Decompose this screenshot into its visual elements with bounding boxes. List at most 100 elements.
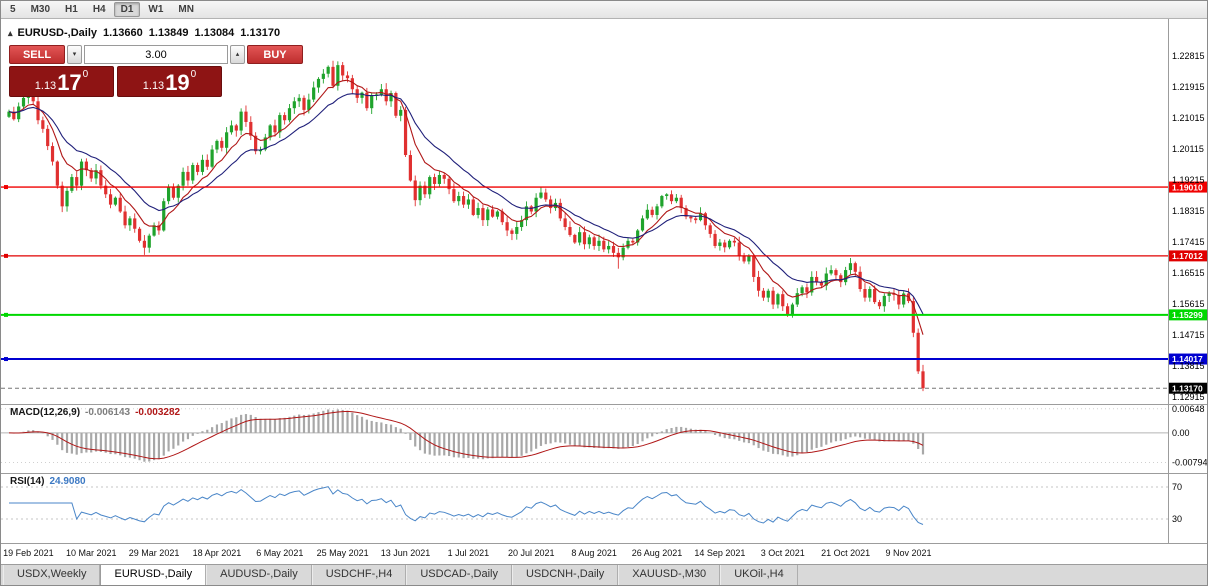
candles-layer <box>7 60 925 392</box>
rsi-indicator-label: RSI(14) 24.9080 <box>10 476 86 487</box>
ask-price-tile[interactable]: 1.13 19 0 <box>117 66 222 97</box>
chart-tab-usdx-weekly[interactable]: USDX,Weekly <box>3 565 101 585</box>
svg-text:1.15299: 1.15299 <box>1172 310 1203 320</box>
svg-text:1.14715: 1.14715 <box>1172 330 1205 340</box>
macd-signal-value: -0.003282 <box>135 407 181 418</box>
svg-text:19 Feb 2021: 19 Feb 2021 <box>3 548 54 558</box>
one-click-trading-panel: SELL ▾ ▴ BUY 1.13 17 0 1.13 19 0 <box>9 45 303 97</box>
level-handle[interactable] <box>4 253 8 258</box>
chart-tab-eurusd-daily[interactable]: EURUSD-,Daily <box>100 565 207 585</box>
ask-price-point: 0 <box>190 69 197 80</box>
macd-indicator-label: MACD(12,26,9) -0.006143 -0.003282 <box>10 407 180 418</box>
timeframe-button-m30[interactable]: M30 <box>30 4 51 15</box>
timeframe-button-d1[interactable]: D1 <box>113 2 141 17</box>
bid-price-point: 0 <box>82 69 89 80</box>
ask-price-pips: 19 <box>165 70 190 95</box>
svg-text:1.21015: 1.21015 <box>1172 113 1205 123</box>
macd-histogram <box>12 409 925 462</box>
chart-tab-xauusd-m30[interactable]: XAUUSD-,M30 <box>618 565 721 585</box>
svg-text:26 Aug 2021: 26 Aug 2021 <box>632 548 683 558</box>
svg-text:1.13815: 1.13815 <box>1172 361 1205 371</box>
level-price-badge <box>1169 250 1207 262</box>
level-handle[interactable] <box>4 357 8 362</box>
timeframe-toolbar: 5 M30 H1 H4 D1 W1 MN <box>1 1 1207 19</box>
trade-panel-toggle-icon[interactable]: ▴ <box>8 27 13 38</box>
svg-text:29 Mar 2021: 29 Mar 2021 <box>129 548 180 558</box>
price-tiles-row: 1.13 17 0 1.13 19 0 <box>9 66 222 97</box>
rsi-value: 24.9080 <box>49 476 86 487</box>
svg-text:1.14017: 1.14017 <box>1172 354 1203 364</box>
level-handle[interactable] <box>4 312 8 317</box>
svg-text:1.17012: 1.17012 <box>1172 251 1203 261</box>
level-handle[interactable] <box>4 185 8 190</box>
ma-8-line <box>8 79 924 335</box>
volume-increment-button[interactable]: ▴ <box>230 45 245 64</box>
timeframe-button-w1[interactable]: W1 <box>148 4 164 15</box>
current-price-badge <box>1169 382 1207 394</box>
ma-17-line <box>8 93 924 315</box>
svg-text:10 Mar 2021: 10 Mar 2021 <box>66 548 117 558</box>
rsi-line <box>9 486 924 525</box>
chart-tab-ukoil-h4[interactable]: UKOil-,H4 <box>720 565 798 585</box>
svg-text:18 Apr 2021: 18 Apr 2021 <box>193 548 242 558</box>
svg-text:14 Sep 2021: 14 Sep 2021 <box>694 548 745 558</box>
svg-text:1.22815: 1.22815 <box>1172 51 1205 61</box>
svg-text:1.18315: 1.18315 <box>1172 206 1205 216</box>
timeframe-button-5[interactable]: 5 <box>10 4 16 15</box>
ohlc-close: 1.13170 <box>240 27 281 39</box>
level-price-badge <box>1169 309 1207 321</box>
ohlc-open: 1.13660 <box>103 27 143 39</box>
svg-text:30: 30 <box>1172 514 1182 524</box>
timeframe-button-h1[interactable]: H1 <box>65 4 78 15</box>
chart-area[interactable]: 1.19010 1.17012 1.15299 1.14017 1.13170 1.228… <box>1 19 1208 566</box>
symbol-timeframe-label: EURUSD-,Daily <box>17 27 97 39</box>
chart-tab-usdchf-h4[interactable]: USDCHF-,H4 <box>311 565 407 585</box>
timeframe-button-h4[interactable]: H4 <box>92 4 106 15</box>
volume-input[interactable] <box>84 45 228 64</box>
svg-text:20 Jul 2021: 20 Jul 2021 <box>508 548 555 558</box>
sell-button[interactable]: SELL <box>9 45 65 64</box>
chart-tab-usdcad-daily[interactable]: USDCAD-,Daily <box>406 565 512 585</box>
chevron-down-icon: ▾ <box>72 51 77 58</box>
svg-text:8 Aug 2021: 8 Aug 2021 <box>571 548 617 558</box>
svg-text:70: 70 <box>1172 482 1182 492</box>
svg-text:-0.00794: -0.00794 <box>1172 457 1208 467</box>
timeframe-button-mn[interactable]: MN <box>178 4 194 15</box>
bid-price-tile[interactable]: 1.13 17 0 <box>9 66 114 97</box>
svg-text:1.13170: 1.13170 <box>1172 383 1203 393</box>
chart-tab-audusd-daily[interactable]: AUDUSD-,Daily <box>206 565 312 585</box>
level-price-badge <box>1169 181 1207 193</box>
svg-text:21 Oct 2021: 21 Oct 2021 <box>821 548 870 558</box>
volume-decrement-button[interactable]: ▾ <box>67 45 82 64</box>
rsi-title: RSI(14) <box>10 476 45 487</box>
svg-text:0.00: 0.00 <box>1172 428 1190 438</box>
bid-price-pips: 17 <box>57 70 82 95</box>
chart-tab-usdcnh-daily[interactable]: USDCNH-,Daily <box>511 565 619 585</box>
buy-button[interactable]: BUY <box>247 45 303 64</box>
svg-text:1.16515: 1.16515 <box>1172 268 1205 278</box>
level-price-badge <box>1169 353 1207 365</box>
trade-controls-row: SELL ▾ ▴ BUY <box>9 45 303 64</box>
macd-title: MACD(12,26,9) <box>10 407 81 418</box>
macd-value: -0.006143 <box>85 407 131 418</box>
svg-text:1.15615: 1.15615 <box>1172 299 1205 309</box>
svg-text:1.20115: 1.20115 <box>1172 144 1204 154</box>
svg-text:25 May 2021: 25 May 2021 <box>317 548 369 558</box>
price-chart-canvas[interactable]: 1.190101.170121.152991.140171.131701.228… <box>1 19 1208 566</box>
chart-header: ▴ EURUSD-,Daily 1.13660 1.13849 1.13084 … <box>8 27 280 39</box>
svg-text:1.17415: 1.17415 <box>1172 237 1205 247</box>
svg-text:1.19215: 1.19215 <box>1172 175 1205 185</box>
svg-text:1 Jul 2021: 1 Jul 2021 <box>448 548 490 558</box>
svg-text:13 Jun 2021: 13 Jun 2021 <box>381 548 431 558</box>
chevron-up-icon: ▴ <box>235 51 240 58</box>
ask-price-prefix: 1.13 <box>142 80 165 92</box>
svg-text:0.00648: 0.00648 <box>1172 404 1205 414</box>
chart-tab-bar: USDX,Weekly EURUSD-,Daily AUDUSD-,Daily USD… <box>1 564 1207 585</box>
svg-text:6 May 2021: 6 May 2021 <box>256 548 303 558</box>
bid-price-prefix: 1.13 <box>34 80 57 92</box>
svg-text:1.19010: 1.19010 <box>1172 182 1203 192</box>
svg-text:9 Nov 2021: 9 Nov 2021 <box>885 548 931 558</box>
macd-signal-line <box>8 410 924 460</box>
svg-text:1.12915: 1.12915 <box>1172 392 1205 402</box>
